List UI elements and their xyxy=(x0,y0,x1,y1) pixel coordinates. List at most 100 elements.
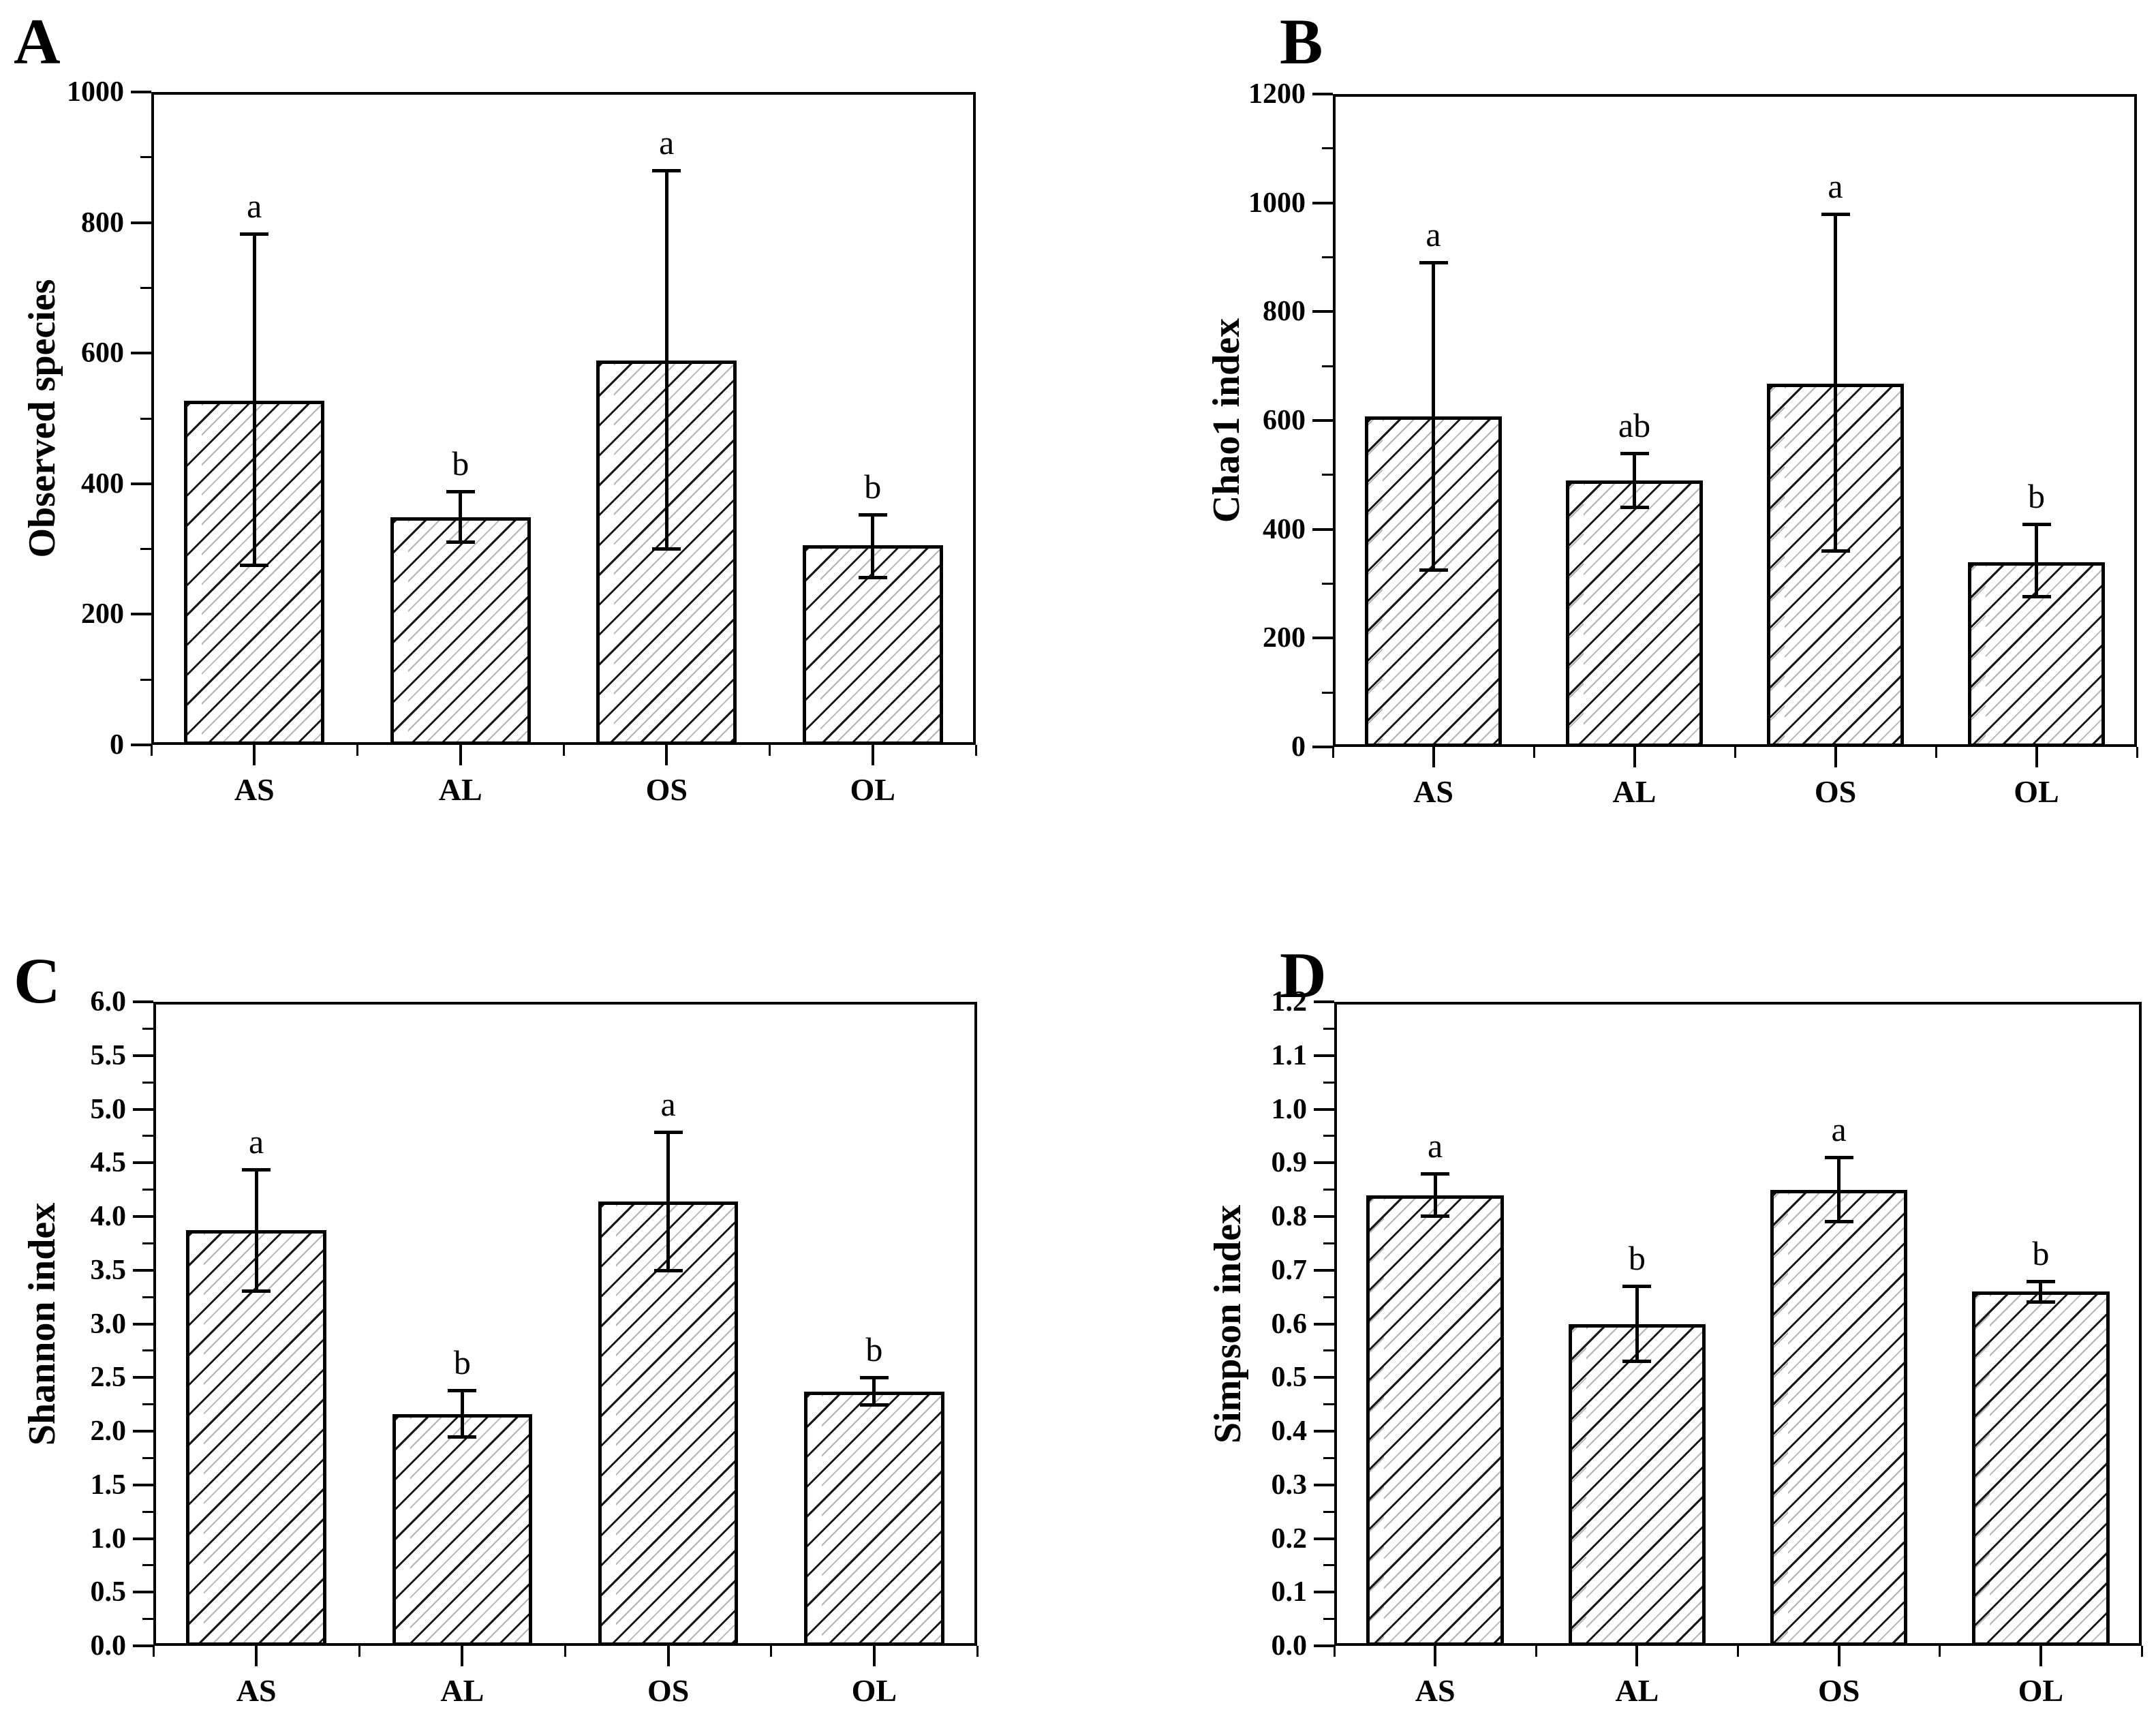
y-major-tick-B xyxy=(1312,93,1333,95)
y-major-tick-A xyxy=(131,482,151,485)
error-cap-top-D-OL xyxy=(2026,1279,2055,1283)
y-major-tick-B xyxy=(1312,527,1333,531)
y-minor-tick-B xyxy=(1322,365,1333,367)
y-major-tick-C xyxy=(133,1107,153,1111)
error-bar-B-AS xyxy=(1432,262,1435,570)
y-tick-label-B-1: 200 xyxy=(1263,622,1306,654)
y-tick-label-A-5: 1000 xyxy=(67,76,124,108)
y-major-tick-B xyxy=(1312,201,1333,204)
y-major-tick-C xyxy=(133,1644,153,1647)
x-major-tick-B-AS xyxy=(1432,747,1435,767)
bar-A-OL xyxy=(802,545,943,745)
y-minor-tick-A xyxy=(140,548,151,551)
error-cap-top-A-AS xyxy=(240,232,269,236)
x-minor-tick-C xyxy=(564,1646,566,1657)
significance-letter-A-AS: a xyxy=(247,186,262,225)
x-category-label-C-AL: AL xyxy=(440,1673,484,1708)
y-major-tick-D xyxy=(1314,1161,1334,1165)
x-category-label-C-AS: AS xyxy=(236,1673,277,1708)
x-category-label-A-AL: AL xyxy=(438,772,482,807)
y-major-tick-C xyxy=(133,1000,153,1003)
error-cap-top-C-AL xyxy=(448,1389,477,1393)
x-category-label-B-AL: AL xyxy=(1612,774,1657,809)
x-major-tick-A-AS xyxy=(253,745,256,765)
significance-letter-C-OS: a xyxy=(660,1084,676,1123)
y-major-tick-D xyxy=(1314,1107,1334,1111)
x-major-tick-C-OS xyxy=(666,1646,670,1666)
significance-letter-B-OS: a xyxy=(1828,166,1843,205)
y-minor-tick-D xyxy=(1323,1564,1334,1567)
y-minor-tick-D xyxy=(1323,1189,1334,1191)
y-tick-label-B-0: 0 xyxy=(1291,731,1306,763)
x-category-label-A-OL: OL xyxy=(850,772,895,807)
bar-D-AS xyxy=(1366,1195,1504,1646)
error-bar-D-OL xyxy=(2039,1281,2043,1302)
y-minor-tick-D xyxy=(1323,1618,1334,1621)
error-cap-bottom-D-OS xyxy=(1824,1219,1853,1223)
x-minor-tick-C xyxy=(358,1646,360,1657)
panel-letter-C: C xyxy=(14,945,61,1017)
y-tick-label-A-1: 200 xyxy=(81,598,124,630)
error-cap-bottom-B-AL xyxy=(1620,505,1649,509)
y-tick-label-C-11: 5.5 xyxy=(90,1039,127,1071)
y-minor-tick-C xyxy=(142,1081,153,1084)
x-category-label-A-AS: AS xyxy=(234,772,275,807)
y-minor-tick-D xyxy=(1323,1027,1334,1030)
error-cap-bottom-D-AS xyxy=(1421,1214,1450,1218)
x-minor-tick-D xyxy=(1939,1646,1941,1657)
error-cap-bottom-B-OS xyxy=(1821,549,1850,553)
y-tick-label-D-4: 0.4 xyxy=(1271,1415,1308,1447)
x-category-label-B-OL: OL xyxy=(2014,774,2059,809)
y-minor-tick-B xyxy=(1322,691,1333,694)
x-minor-tick-D xyxy=(1333,1646,1336,1657)
x-major-tick-B-OL xyxy=(2035,747,2038,767)
y-minor-tick-C xyxy=(142,1564,153,1567)
y-tick-label-D-8: 0.8 xyxy=(1271,1201,1308,1232)
y-major-tick-D xyxy=(1314,1268,1334,1272)
y-tick-label-D-5: 0.5 xyxy=(1271,1362,1308,1394)
x-minor-tick-C xyxy=(152,1646,155,1657)
y-minor-tick-D xyxy=(1323,1349,1334,1352)
error-cap-top-C-OL xyxy=(859,1376,889,1380)
y-tick-label-C-2: 1.0 xyxy=(90,1522,127,1555)
bar-A-OS xyxy=(596,360,737,745)
y-minor-tick-A xyxy=(140,678,151,681)
y-major-tick-D xyxy=(1314,1483,1334,1486)
error-bar-B-OL xyxy=(2035,523,2038,598)
error-cap-bottom-C-AL xyxy=(448,1435,477,1439)
y-major-tick-C xyxy=(133,1537,153,1540)
x-minor-tick-B xyxy=(1935,747,1937,758)
y-tick-label-C-12: 6.0 xyxy=(90,986,127,1017)
y-major-tick-C xyxy=(133,1483,153,1486)
y-tick-label-C-9: 4.5 xyxy=(90,1147,127,1179)
error-cap-bottom-B-AS xyxy=(1419,568,1448,572)
x-minor-tick-A xyxy=(150,745,153,756)
significance-letter-A-OS: a xyxy=(659,123,675,162)
y-minor-tick-C xyxy=(142,1403,153,1406)
y-minor-tick-D xyxy=(1323,1242,1334,1244)
x-minor-tick-C xyxy=(770,1646,773,1657)
x-category-label-D-OL: OL xyxy=(2018,1673,2064,1708)
error-cap-top-C-AS xyxy=(242,1167,271,1172)
y-tick-label-C-10: 5.0 xyxy=(90,1093,127,1125)
y-major-tick-A xyxy=(131,221,151,224)
y-major-tick-D xyxy=(1314,1000,1334,1003)
significance-letter-D-OL: b xyxy=(2032,1234,2050,1272)
y-minor-tick-A xyxy=(140,286,151,289)
error-bar-C-AS xyxy=(254,1169,258,1292)
error-cap-bottom-D-AL xyxy=(1622,1359,1652,1363)
error-bar-D-OS xyxy=(1837,1157,1841,1222)
error-cap-bottom-B-OL xyxy=(2022,595,2051,599)
y-minor-tick-C xyxy=(142,1027,153,1030)
bar-C-AL xyxy=(392,1413,533,1646)
y-minor-tick-D xyxy=(1323,1135,1334,1137)
y-minor-tick-C xyxy=(142,1189,153,1191)
y-minor-tick-A xyxy=(140,417,151,420)
error-cap-top-D-AL xyxy=(1622,1285,1652,1289)
y-major-tick-C xyxy=(133,1322,153,1326)
error-cap-top-D-OS xyxy=(1824,1156,1853,1160)
y-tick-label-B-5: 1000 xyxy=(1248,187,1306,219)
y-tick-label-B-4: 800 xyxy=(1263,296,1306,328)
x-major-tick-C-AL xyxy=(461,1646,464,1666)
